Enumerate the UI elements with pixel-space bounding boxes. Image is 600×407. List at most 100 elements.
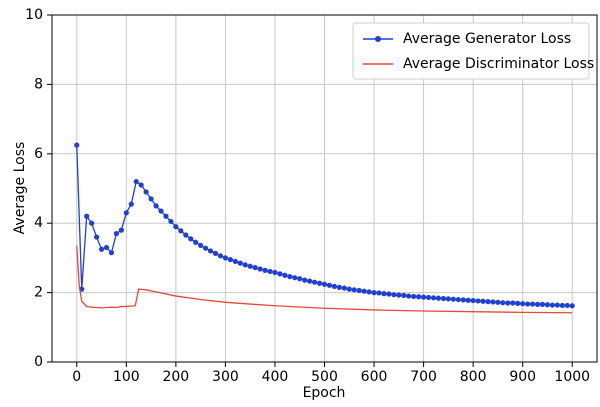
point	[193, 239, 199, 245]
point	[257, 266, 263, 272]
y-tick-label: 8	[34, 76, 43, 92]
x-tick-label: 100	[113, 369, 140, 385]
point	[222, 255, 229, 261]
point	[445, 296, 451, 302]
point	[569, 303, 575, 309]
point	[341, 285, 347, 291]
point	[103, 244, 110, 251]
x-axis-label: Epoch	[303, 385, 346, 401]
point	[267, 268, 273, 275]
point	[227, 257, 233, 263]
point	[232, 258, 238, 264]
point	[490, 299, 496, 305]
point	[287, 274, 293, 280]
point	[316, 280, 323, 286]
point	[307, 278, 313, 284]
plot-frame	[51, 14, 598, 363]
point	[351, 287, 357, 293]
point	[425, 294, 432, 301]
point	[108, 250, 115, 256]
point	[381, 291, 387, 297]
point	[89, 220, 95, 226]
legend-marker	[375, 36, 381, 42]
point	[366, 289, 372, 295]
point	[212, 250, 219, 256]
y-tick-label: 2	[34, 285, 43, 301]
legend-label: Average Discriminator Loss	[403, 56, 594, 72]
point	[138, 182, 144, 188]
x-tick-label: 600	[361, 369, 388, 385]
point	[470, 297, 476, 304]
x-tick-label: 900	[509, 369, 536, 385]
y-tick-label: 10	[25, 7, 43, 23]
y-tick-label: 4	[34, 215, 43, 231]
point	[549, 302, 556, 308]
point	[262, 267, 268, 273]
x-tick-label: 400	[262, 369, 289, 385]
point	[371, 290, 377, 296]
point	[430, 295, 437, 301]
x-tick-label: 0	[72, 369, 81, 385]
point	[302, 277, 308, 283]
point	[520, 301, 526, 307]
point	[411, 293, 417, 300]
point	[128, 201, 134, 207]
legend-box	[352, 22, 590, 80]
point	[401, 292, 407, 298]
point	[539, 301, 546, 307]
y-axis-label: Average Loss	[12, 142, 28, 235]
x-tick-label: 300	[212, 369, 239, 385]
point	[183, 232, 189, 238]
series-line	[76, 245, 573, 314]
point	[495, 299, 501, 305]
point	[544, 302, 551, 308]
point	[331, 283, 338, 289]
point	[272, 269, 278, 276]
point	[277, 271, 283, 277]
point	[515, 300, 521, 306]
point	[98, 246, 105, 252]
point	[118, 227, 124, 233]
point	[242, 262, 248, 268]
legend-label: Average Generator Loss	[403, 31, 571, 47]
point	[455, 296, 461, 303]
point	[435, 295, 442, 301]
point	[133, 178, 139, 185]
point	[198, 242, 204, 249]
point	[510, 300, 516, 306]
point	[252, 265, 258, 271]
point	[153, 203, 159, 209]
x-tick-label: 1000	[554, 369, 590, 385]
point	[326, 282, 333, 288]
point	[416, 294, 422, 300]
point	[500, 300, 506, 306]
x-tick-label: 800	[460, 369, 487, 385]
point	[480, 298, 486, 304]
point	[123, 210, 129, 216]
y-tick-label: 0	[34, 354, 43, 370]
point	[237, 260, 243, 266]
point	[420, 294, 427, 300]
point	[505, 300, 511, 306]
point	[564, 302, 570, 309]
point	[282, 272, 288, 278]
point	[440, 295, 447, 302]
point	[84, 213, 90, 219]
point	[406, 293, 412, 299]
point	[475, 298, 481, 304]
point	[74, 142, 80, 148]
point	[297, 276, 303, 282]
point	[311, 279, 318, 285]
point	[554, 302, 560, 308]
point	[173, 224, 179, 230]
point	[525, 301, 531, 307]
point	[202, 245, 209, 251]
point	[559, 302, 565, 309]
point	[485, 299, 491, 305]
point	[292, 275, 298, 281]
point	[163, 213, 169, 219]
point	[148, 196, 154, 202]
x-tick-label: 700	[410, 369, 437, 385]
point	[534, 301, 541, 307]
